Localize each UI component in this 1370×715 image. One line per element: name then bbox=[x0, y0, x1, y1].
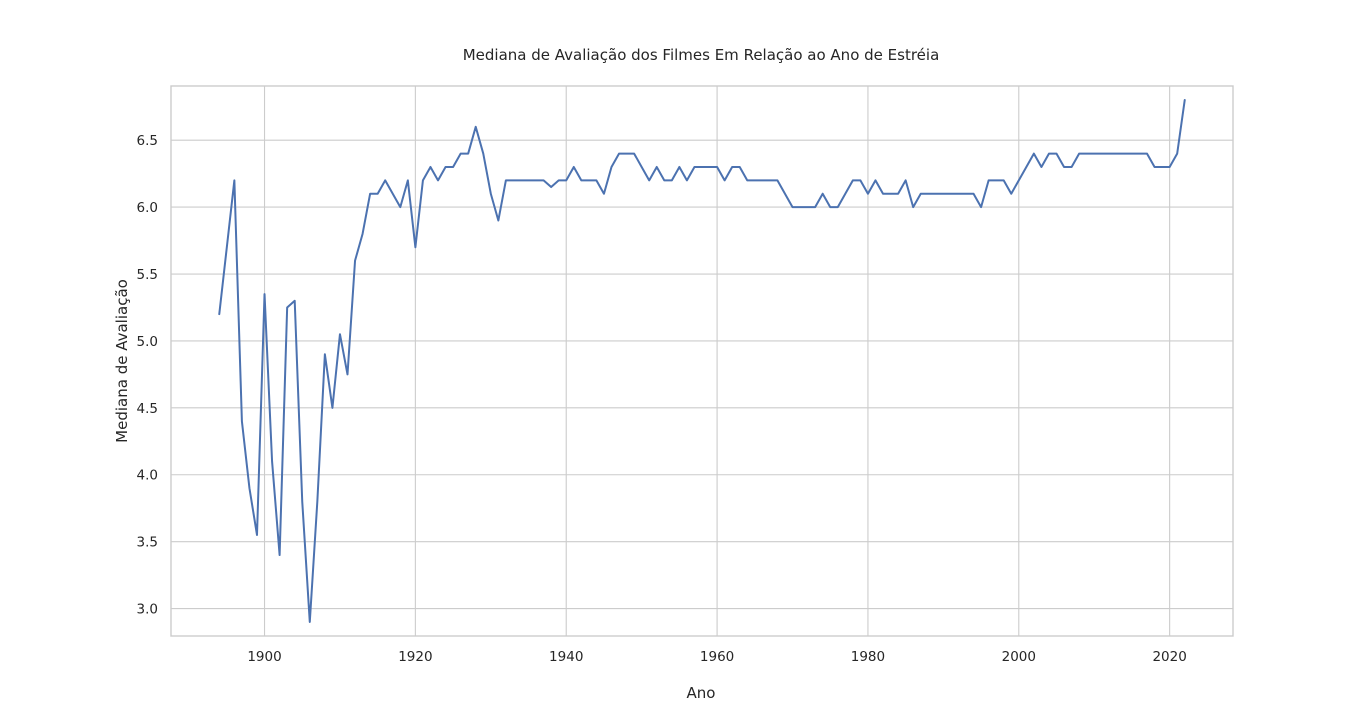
y-tick-labels: 3.0 3.5 4.0 4.5 5.0 5.5 6.0 6.5 bbox=[137, 133, 158, 617]
y-gridlines bbox=[171, 139, 1233, 610]
plot-frame bbox=[170, 85, 1234, 637]
x-tick-label: 1960 bbox=[700, 649, 734, 665]
x-gridlines bbox=[263, 86, 1171, 636]
y-tick-label: 6.5 bbox=[137, 133, 158, 149]
series-layer bbox=[218, 99, 1186, 623]
x-tick-label: 1980 bbox=[851, 649, 885, 665]
y-tick-label: 4.0 bbox=[137, 468, 158, 484]
x-tick-label: 2000 bbox=[1002, 649, 1036, 665]
x-tick-labels: 1900 1920 1940 1960 1980 2000 2020 bbox=[247, 649, 1186, 665]
x-tick-label: 1940 bbox=[549, 649, 583, 665]
y-tick-label: 6.0 bbox=[137, 200, 158, 216]
series-line bbox=[218, 99, 1186, 623]
chart-title: Mediana de Avaliação dos Filmes Em Relaç… bbox=[463, 46, 940, 64]
y-tick-label: 3.0 bbox=[137, 602, 158, 618]
y-tick-label: 4.5 bbox=[137, 401, 158, 417]
x-tick-label: 2020 bbox=[1152, 649, 1186, 665]
y-tick-label: 5.0 bbox=[137, 334, 158, 350]
y-axis-title: Mediana de Avaliação bbox=[113, 279, 131, 443]
y-tick-label: 5.5 bbox=[137, 267, 158, 283]
x-tick-label: 1900 bbox=[247, 649, 281, 665]
y-tick-label: 3.5 bbox=[137, 535, 158, 551]
x-axis-title: Ano bbox=[687, 684, 716, 702]
x-tick-label: 1920 bbox=[398, 649, 432, 665]
